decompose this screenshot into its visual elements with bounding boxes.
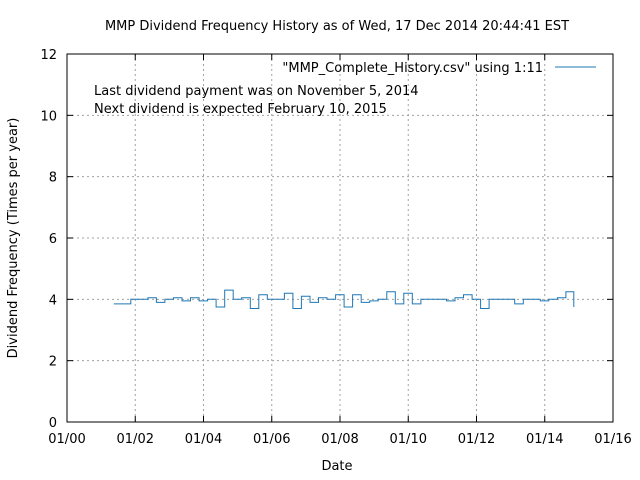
x-tick-label: 01/02 — [117, 432, 154, 447]
x-tick-label: 01/08 — [321, 432, 358, 447]
x-tick-label: 01/16 — [594, 432, 631, 447]
x-tick-label: 01/04 — [185, 432, 222, 447]
y-axis-label: Dividend Frequency (Times per year) — [6, 118, 21, 359]
x-tick-label: 01/06 — [253, 432, 290, 447]
x-tick-label: 01/12 — [458, 432, 495, 447]
y-tick-label: 6 — [49, 232, 57, 247]
y-tick-label: 4 — [49, 293, 57, 308]
y-tick-label: 2 — [49, 355, 57, 370]
y-tick-label: 12 — [40, 48, 57, 63]
annotation-next-dividend: Next dividend is expected February 10, 2… — [94, 102, 387, 117]
legend-label: "MMP_Complete_History.csv" using 1:11 — [282, 61, 543, 76]
axes: 0 2 4 6 8 10 12 01/00 01/02 01/04 01/06 01/08 01/10 0… — [40, 48, 631, 447]
series-layer — [113, 289, 575, 309]
x-axis-label: Date — [321, 459, 352, 474]
y-tick-label: 10 — [40, 109, 57, 124]
x-tick-label: 01/00 — [48, 432, 85, 447]
chart-title: MMP Dividend Frequency History as of Wed… — [105, 19, 569, 34]
grid-lines — [67, 54, 613, 422]
x-tick-label: 01/10 — [390, 432, 427, 447]
series-line — [113, 289, 575, 309]
x-tick-label: 01/14 — [526, 432, 563, 447]
legend: "MMP_Complete_History.csv" using 1:11 — [282, 61, 596, 76]
plot-frame — [66, 53, 614, 423]
annotation-last-dividend: Last dividend payment was on November 5,… — [94, 84, 419, 99]
y-tick-label: 8 — [49, 171, 57, 186]
y-tick-label: 0 — [49, 416, 57, 431]
